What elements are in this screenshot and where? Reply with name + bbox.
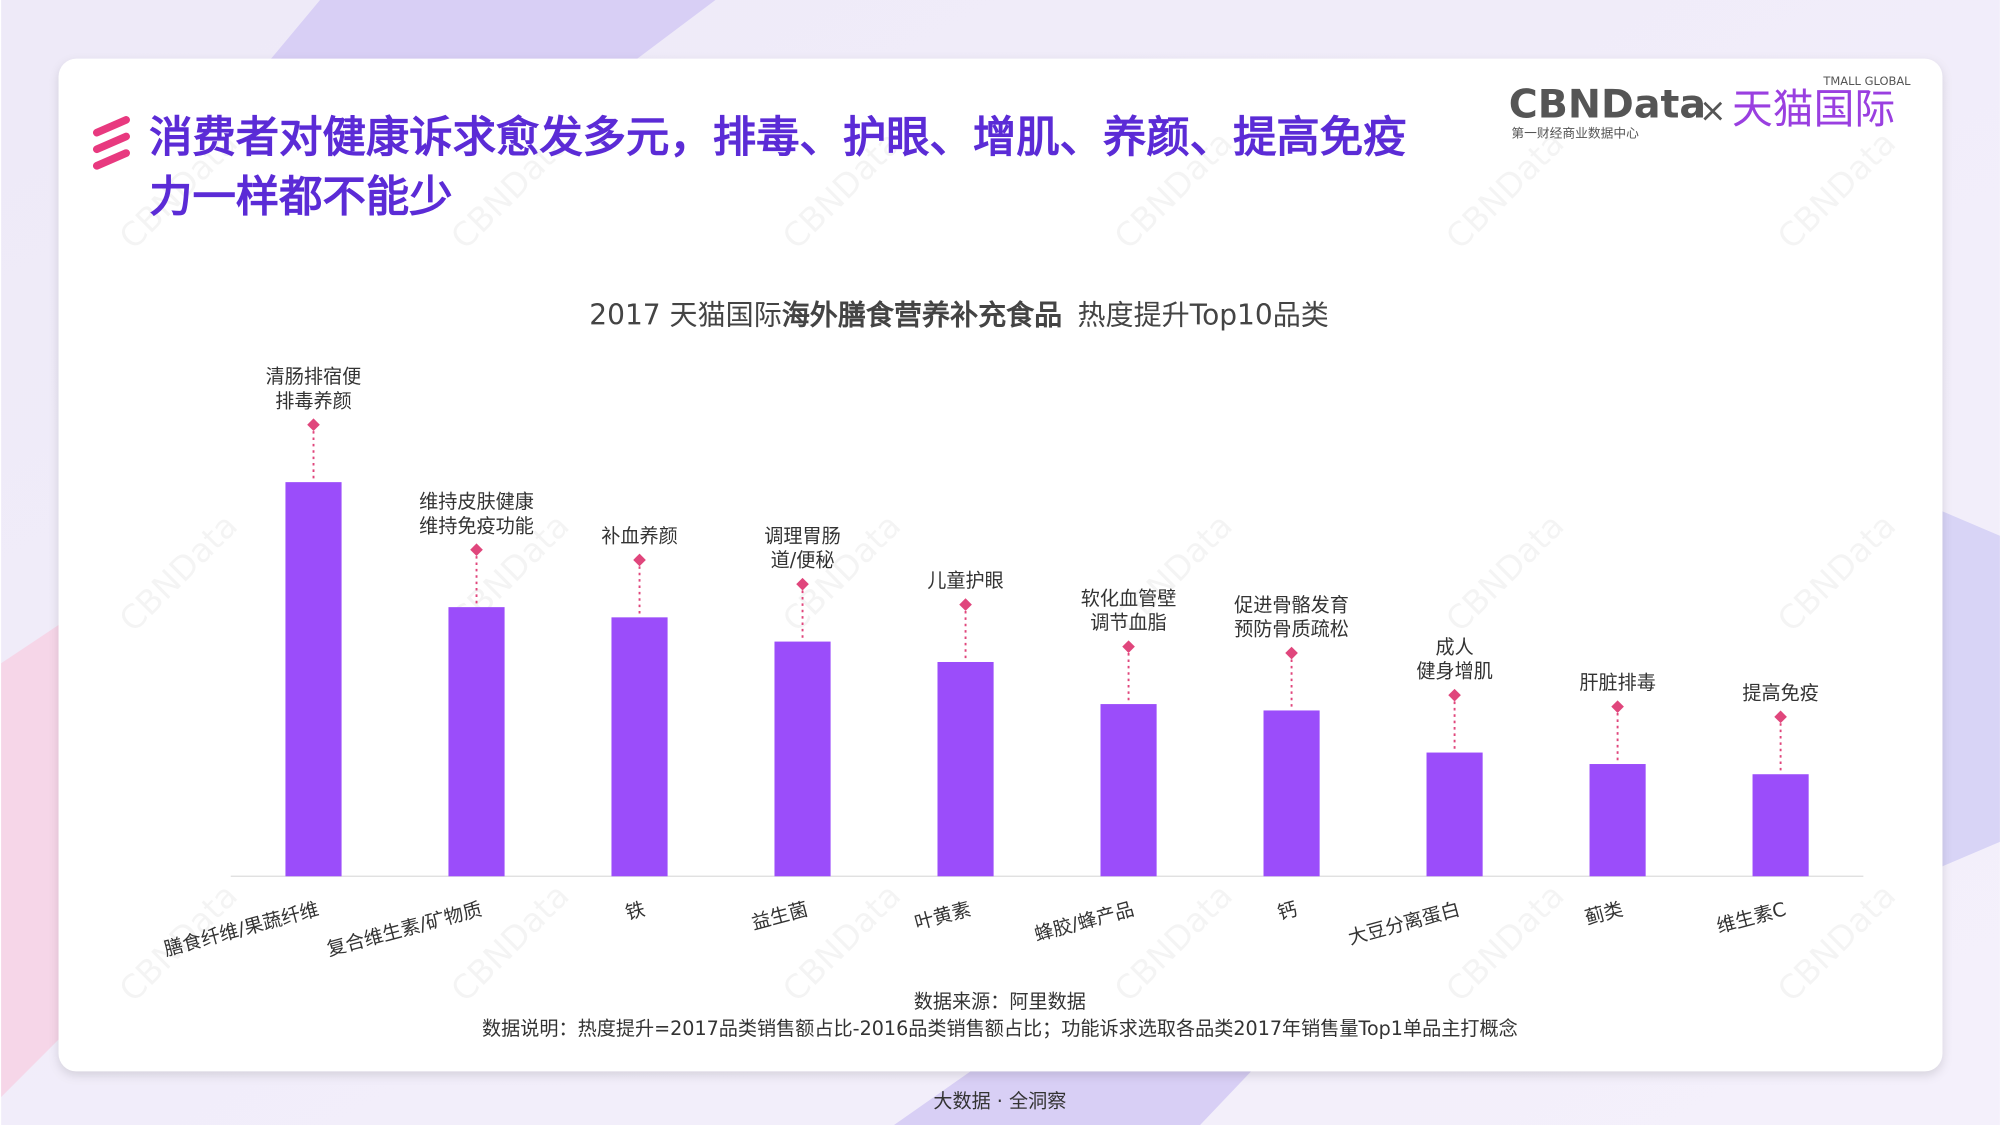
annotation: 健身增肌 — [1416, 660, 1493, 683]
bar — [937, 661, 994, 877]
footer: 大数据 · 全洞察 — [933, 1090, 1066, 1113]
deco — [256, 0, 716, 77]
page-title: 力一样都不能少 — [149, 173, 453, 223]
annotation: 道/便秘 — [771, 549, 835, 572]
source: 数据来源：阿里数据 — [914, 990, 1086, 1013]
annotation: 预防骨质疏松 — [1234, 618, 1349, 641]
marker — [633, 553, 646, 567]
bar — [774, 641, 831, 877]
marker — [1448, 688, 1461, 702]
annotation: 提高免疫 — [1742, 681, 1819, 704]
logo-times: × — [1699, 91, 1727, 130]
bar — [611, 617, 668, 877]
bar — [448, 607, 505, 877]
annotation: 维持皮肤健康 — [419, 490, 534, 513]
annotation: 排毒养颜 — [275, 389, 352, 412]
bar — [1752, 774, 1809, 877]
annotation: 肝脏排毒 — [1579, 671, 1656, 694]
annotation: 调理胃肠 — [764, 524, 841, 547]
annotation: 促进骨骼发育 — [1234, 593, 1349, 616]
bar — [1100, 704, 1157, 877]
annotation: 清肠排宿便 — [266, 365, 362, 388]
marker — [470, 543, 483, 557]
partner-logo: 天猫国际 — [1732, 85, 1895, 133]
deco — [1939, 510, 2000, 868]
title-icon — [92, 116, 130, 170]
annotation: 维持免疫功能 — [419, 514, 534, 537]
marker — [1611, 700, 1624, 713]
logo: CBNData — [1509, 82, 1706, 128]
page-title: 消费者对健康诉求愈发多元，排毒、护眼、增肌、养颜、提高免疫 — [149, 113, 1406, 163]
chart-title-part: 海外膳食营养补充食品 — [782, 298, 1062, 331]
chart-title-part: 2017 天猫国际 — [589, 298, 781, 331]
partner-sub: TMALL GLOBAL — [1822, 74, 1911, 88]
annotation: 软化血管壁 — [1081, 587, 1177, 610]
annotation: 儿童护眼 — [927, 569, 1004, 592]
note: 数据说明：热度提升=2017品类销售额占比-2016品类销售额占比；功能诉求选取… — [482, 1017, 1518, 1040]
annotation: 成人 — [1435, 635, 1473, 658]
chart-title-part: 热度提升Top10品类 — [1078, 298, 1329, 331]
bar — [1426, 752, 1483, 877]
bar — [285, 482, 342, 877]
bar — [1263, 710, 1320, 877]
annotation: 调节血脂 — [1090, 611, 1167, 634]
marker — [959, 598, 972, 611]
logo-sub: 第一财经商业数据中心 — [1511, 126, 1639, 141]
marker — [796, 577, 809, 591]
annotation: 补血养颜 — [601, 524, 678, 547]
chart-title: 2017 天猫国际海外膳食营养补充食品 热度提升Top10品类 — [589, 298, 1329, 331]
bar — [1589, 764, 1646, 877]
deco — [893, 1071, 1252, 1125]
